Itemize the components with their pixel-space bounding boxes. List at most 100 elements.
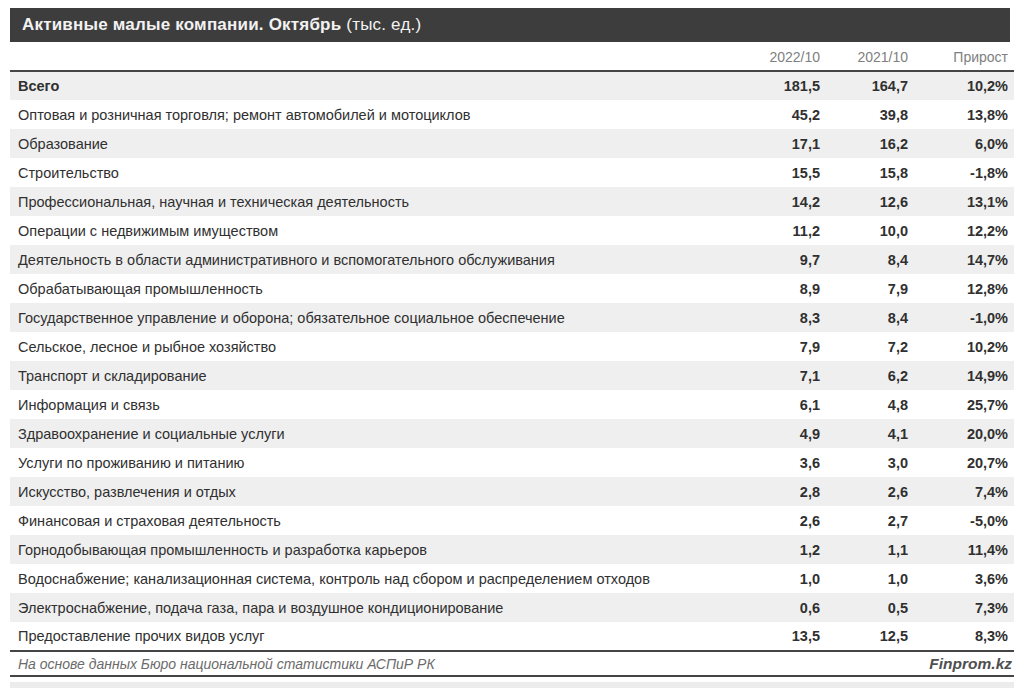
cell-label: Водоснабжение; канализационная система, … <box>10 564 738 593</box>
cell-v2021: 10,0 <box>826 216 914 245</box>
cell-v2021: 8,4 <box>826 303 914 332</box>
table-row: Государственное управление и оборона; об… <box>10 303 1014 332</box>
cell-label: Обрабатывающая промышленность <box>10 274 738 303</box>
page-title-unit: (тыс. ед.) <box>341 15 421 34</box>
page-title: Активные малые компании. Октябрь <box>22 15 341 34</box>
cell-v2021: 6,2 <box>826 361 914 390</box>
cell-growth: 13,8% <box>914 100 1014 129</box>
cell-v2021: 39,8 <box>826 100 914 129</box>
cell-v2021: 7,9 <box>826 274 914 303</box>
cell-v2022: 2,8 <box>738 477 826 506</box>
cell-v2022: 1,2 <box>738 535 826 564</box>
cell-growth: 8,3% <box>914 622 1014 651</box>
cell-label: Операции с недвижимым имуществом <box>10 216 738 245</box>
cell-v2021: 164,7 <box>826 71 914 100</box>
cell-label: Услуги по проживанию и питанию <box>10 448 738 477</box>
cell-label: Государственное управление и оборона; об… <box>10 303 738 332</box>
cell-growth: 14,9% <box>914 361 1014 390</box>
table-row: Образование17,116,26,0% <box>10 129 1014 158</box>
cell-growth: 12,2% <box>914 216 1014 245</box>
footer: На основе данных Бюро национальной стати… <box>10 652 1014 677</box>
cell-label: Образование <box>10 129 738 158</box>
table-row: Обрабатывающая промышленность8,97,912,8% <box>10 274 1014 303</box>
table-row: Деятельность в области административного… <box>10 245 1014 274</box>
cell-v2021: 2,6 <box>826 477 914 506</box>
cell-v2022: 0,6 <box>738 593 826 622</box>
cell-growth: 25,7% <box>914 390 1014 419</box>
cell-label: Предоставление прочих видов услуг <box>10 622 738 651</box>
title-bar: Активные малые компании. Октябрь (тыс. е… <box>10 8 1010 42</box>
cell-v2021: 7,2 <box>826 332 914 361</box>
cell-label: Искусство, развлечения и отдых <box>10 477 738 506</box>
cell-v2021: 2,7 <box>826 506 914 535</box>
cell-label: Строительство <box>10 158 738 187</box>
table-body: Всего181,5164,710,2%Оптовая и розничная … <box>10 71 1014 651</box>
cell-growth: 10,2% <box>914 71 1014 100</box>
cell-growth: 3,6% <box>914 564 1014 593</box>
cell-label: Транспорт и складирование <box>10 361 738 390</box>
cell-label: Деятельность в области административного… <box>10 245 738 274</box>
column-header-growth: Прирост <box>914 47 1014 71</box>
table-row: Транспорт и складирование7,16,214,9% <box>10 361 1014 390</box>
table-row: Профессиональная, научная и техническая … <box>10 187 1014 216</box>
cell-growth: 6,0% <box>914 129 1014 158</box>
cell-v2021: 15,8 <box>826 158 914 187</box>
cell-v2021: 0,5 <box>826 593 914 622</box>
cell-growth: 13,1% <box>914 187 1014 216</box>
table-row: Электроснабжение, подача газа, пара и во… <box>10 593 1014 622</box>
column-header-2022-10: 2022/10 <box>738 47 826 71</box>
cell-v2021: 4,1 <box>826 419 914 448</box>
table-row: Оптовая и розничная торговля; ремонт авт… <box>10 100 1014 129</box>
table-row: Строительство15,515,8-1,8% <box>10 158 1014 187</box>
cell-v2022: 45,2 <box>738 100 826 129</box>
cell-label: Финансовая и страховая деятельность <box>10 506 738 535</box>
cell-label: Здравоохранение и социальные услуги <box>10 419 738 448</box>
table-row: Горнодобывающая промышленность и разрабо… <box>10 535 1014 564</box>
cell-label: Профессиональная, научная и техническая … <box>10 187 738 216</box>
column-header-row: 2022/10 2021/10 Прирост <box>10 47 1014 71</box>
companies-table: 2022/10 2021/10 Прирост Всего181,5164,71… <box>10 47 1014 652</box>
cell-v2022: 8,3 <box>738 303 826 332</box>
cell-growth: -1,0% <box>914 303 1014 332</box>
table-row: Финансовая и страховая деятельность2,62,… <box>10 506 1014 535</box>
cell-label: Информация и связь <box>10 390 738 419</box>
cell-v2021: 1,0 <box>826 564 914 593</box>
cell-v2022: 11,2 <box>738 216 826 245</box>
source-note: На основе данных Бюро национальной стати… <box>18 656 435 672</box>
cell-v2022: 9,7 <box>738 245 826 274</box>
cell-v2021: 1,1 <box>826 535 914 564</box>
cell-v2022: 4,9 <box>738 419 826 448</box>
cell-v2022: 7,1 <box>738 361 826 390</box>
cell-growth: 7,3% <box>914 593 1014 622</box>
cell-growth: 20,7% <box>914 448 1014 477</box>
table-row: Услуги по проживанию и питанию3,63,020,7… <box>10 448 1014 477</box>
table-row: Сельское, лесное и рыбное хозяйство7,97,… <box>10 332 1014 361</box>
cell-v2022: 3,6 <box>738 448 826 477</box>
table-row: Всего181,5164,710,2% <box>10 71 1014 100</box>
cell-v2021: 12,6 <box>826 187 914 216</box>
cell-growth: 20,0% <box>914 419 1014 448</box>
infographic-page: Активные малые компании. Октябрь (тыс. е… <box>0 0 1024 688</box>
cell-growth: 11,4% <box>914 535 1014 564</box>
table-row: Операции с недвижимым имуществом11,210,0… <box>10 216 1014 245</box>
table-row: Информация и связь6,14,825,7% <box>10 390 1014 419</box>
cell-v2022: 14,2 <box>738 187 826 216</box>
cell-growth: 14,7% <box>914 245 1014 274</box>
table-row: Здравоохранение и социальные услуги4,94,… <box>10 419 1014 448</box>
table-row: Водоснабжение; канализационная система, … <box>10 564 1014 593</box>
cell-v2022: 15,5 <box>738 158 826 187</box>
cell-growth: -5,0% <box>914 506 1014 535</box>
cell-label: Сельское, лесное и рыбное хозяйство <box>10 332 738 361</box>
cell-growth: 10,2% <box>914 332 1014 361</box>
cell-v2022: 7,9 <box>738 332 826 361</box>
cell-v2021: 4,8 <box>826 390 914 419</box>
brand-logo: Finprom.kz <box>929 655 1012 673</box>
cell-label: Оптовая и розничная торговля; ремонт авт… <box>10 100 738 129</box>
cell-growth: 12,8% <box>914 274 1014 303</box>
cell-growth: -1,8% <box>914 158 1014 187</box>
table-row: Предоставление прочих видов услуг13,512,… <box>10 622 1014 651</box>
cell-label: Горнодобывающая промышленность и разрабо… <box>10 535 738 564</box>
cell-v2021: 16,2 <box>826 129 914 158</box>
table-row: Искусство, развлечения и отдых2,82,67,4% <box>10 477 1014 506</box>
cell-v2022: 181,5 <box>738 71 826 100</box>
